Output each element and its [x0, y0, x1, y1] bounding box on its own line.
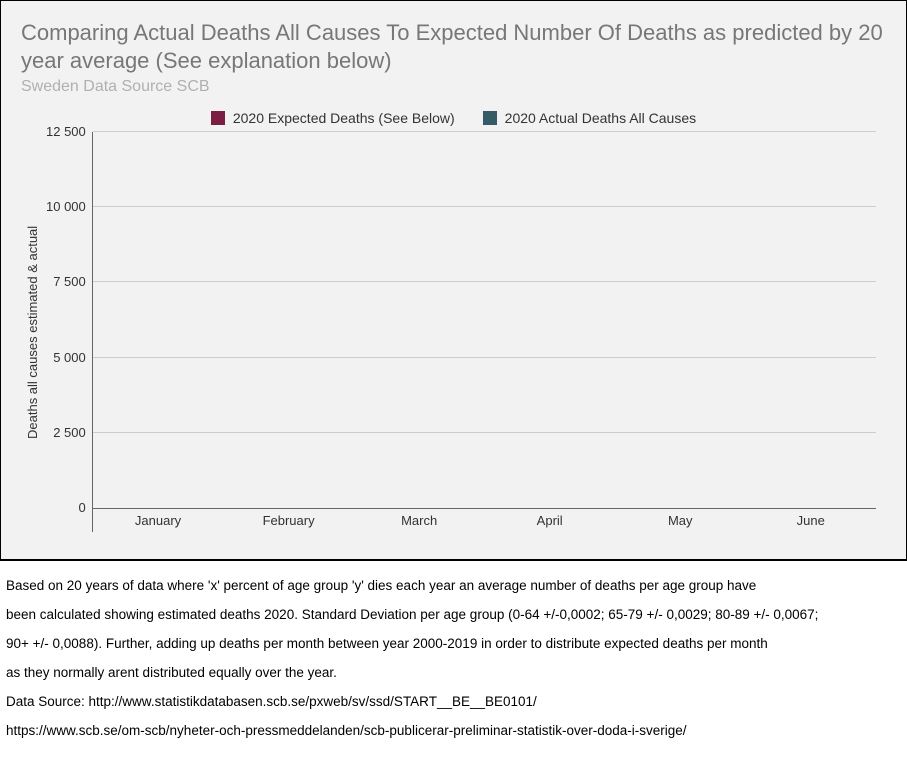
legend-item-expected: 2020 Expected Deaths (See Below) — [211, 110, 455, 126]
x-tick: February — [223, 513, 354, 528]
legend-swatch-actual — [483, 111, 497, 125]
footnote-line: 90+ +/- 0,0088). Further, adding up deat… — [6, 629, 901, 658]
footnote-line: as they normally arent distributed equal… — [6, 658, 901, 687]
legend-label-expected: 2020 Expected Deaths (See Below) — [233, 110, 455, 126]
y-axis-ticks: 12 50010 0007 5005 0002 5000 — [44, 132, 92, 532]
footnote-line: Data Source: http://www.statistikdatabas… — [6, 687, 901, 716]
chart-subtitle: Sweden Data Source SCB — [21, 78, 886, 96]
footnote-line: https://www.scb.se/om-scb/nyheter-och-pr… — [6, 716, 901, 745]
x-tick: March — [354, 513, 485, 528]
x-tick: May — [615, 513, 746, 528]
footnote-line: been calculated showing estimated deaths… — [6, 600, 901, 629]
chart-title: Comparing Actual Deaths All Causes To Ex… — [21, 19, 886, 74]
legend-swatch-expected — [211, 111, 225, 125]
bars — [93, 132, 876, 508]
plot-area: Deaths all causes estimated & actual 12 … — [21, 132, 886, 532]
chart-legend: 2020 Expected Deaths (See Below) 2020 Ac… — [21, 110, 886, 126]
footnote-line: Based on 20 years of data where 'x' perc… — [6, 571, 901, 600]
footnotes: Based on 20 years of data where 'x' perc… — [0, 560, 907, 745]
x-tick: June — [746, 513, 877, 528]
legend-item-actual: 2020 Actual Deaths All Causes — [483, 110, 696, 126]
plot: JanuaryFebruaryMarchAprilMayJune — [92, 132, 876, 532]
x-tick: January — [93, 513, 224, 528]
chart-panel: Comparing Actual Deaths All Causes To Ex… — [0, 0, 907, 560]
x-axis: JanuaryFebruaryMarchAprilMayJune — [93, 508, 876, 532]
legend-label-actual: 2020 Actual Deaths All Causes — [505, 110, 696, 126]
x-tick: April — [484, 513, 615, 528]
y-axis-label: Deaths all causes estimated & actual — [21, 132, 44, 532]
